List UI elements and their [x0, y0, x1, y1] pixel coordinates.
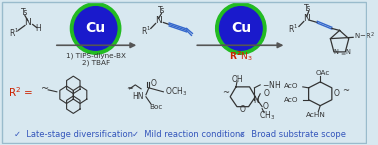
Text: N: N [346, 49, 351, 55]
Text: AcHN: AcHN [307, 112, 326, 118]
Text: $\mathbf{R^2}$N$_3$: $\mathbf{R^2}$N$_3$ [229, 49, 253, 63]
Text: OCH$_3$: OCH$_3$ [165, 86, 187, 98]
Text: R$^2$ =: R$^2$ = [8, 85, 34, 99]
Text: AcO: AcO [284, 97, 299, 103]
Text: R$^1$: R$^1$ [9, 26, 19, 39]
Text: O: O [262, 102, 268, 111]
Text: $\!-\!$NH: $\!-\!$NH [262, 79, 282, 90]
Text: N: N [25, 18, 31, 27]
Text: N$-$R$^2$: N$-$R$^2$ [354, 31, 375, 42]
Text: ~: ~ [126, 84, 133, 93]
Text: N: N [303, 14, 310, 23]
Text: Cu: Cu [231, 21, 251, 35]
Text: H: H [36, 24, 41, 33]
Text: ~: ~ [342, 86, 350, 95]
Text: OH: OH [232, 75, 244, 84]
Circle shape [74, 7, 117, 50]
Text: ✓  Mild reaction conditions: ✓ Mild reaction conditions [132, 130, 245, 139]
Text: ✓  Late-stage diversification: ✓ Late-stage diversification [14, 130, 133, 139]
Text: 2) TBAF: 2) TBAF [82, 60, 110, 66]
Text: N: N [155, 16, 162, 25]
Text: Boc: Boc [149, 104, 162, 110]
Text: AcO: AcO [284, 83, 299, 89]
Text: CH$_3$: CH$_3$ [259, 109, 275, 122]
Text: N: N [333, 49, 338, 55]
Text: N: N [253, 96, 259, 105]
Text: 1) TIPS-diyne-BX: 1) TIPS-diyne-BX [66, 53, 125, 59]
Circle shape [216, 3, 266, 54]
Text: O: O [240, 105, 246, 114]
Text: R$^1$: R$^1$ [288, 22, 298, 35]
Text: O: O [264, 89, 270, 98]
Circle shape [220, 7, 262, 50]
Text: ~: ~ [41, 84, 49, 94]
Text: R$^1$: R$^1$ [141, 24, 151, 37]
Text: HN: HN [133, 92, 144, 101]
Text: ✓  Broad substrate scope: ✓ Broad substrate scope [239, 130, 345, 139]
Text: Ts: Ts [304, 4, 311, 13]
Text: O: O [151, 79, 156, 88]
Text: ~: ~ [222, 88, 229, 97]
Text: Ts: Ts [158, 6, 165, 15]
Text: OAc: OAc [316, 70, 330, 76]
Text: Cu: Cu [85, 21, 105, 35]
Text: =: = [340, 53, 345, 58]
Text: Ts: Ts [21, 8, 29, 17]
Circle shape [70, 3, 121, 54]
Text: O: O [334, 89, 340, 98]
